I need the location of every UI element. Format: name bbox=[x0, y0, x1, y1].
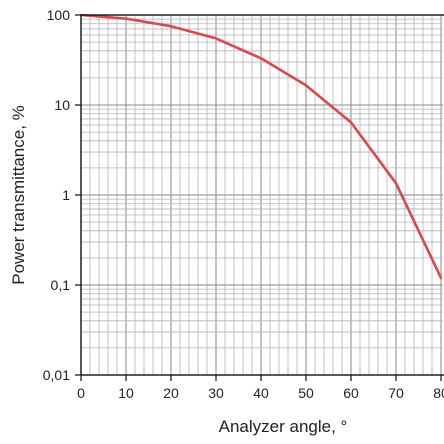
x-tick-label: 80 bbox=[433, 385, 444, 401]
x-tick-label: 10 bbox=[118, 385, 134, 401]
y-tick-label: 10 bbox=[54, 97, 70, 113]
series-line bbox=[79, 13, 443, 280]
x-tick-label: 60 bbox=[343, 385, 359, 401]
grid bbox=[80, 15, 443, 376]
series-group bbox=[79, 13, 443, 280]
y-tick-label: 100 bbox=[47, 7, 71, 23]
y-tick-label: 0,1 bbox=[51, 277, 71, 293]
x-axis-label: Analyzer angle, ° bbox=[219, 417, 348, 436]
y-tick-label: 0,01 bbox=[43, 367, 70, 383]
x-tick-labels: 0 10 20 30 40 50 60 70 80 bbox=[77, 375, 444, 401]
x-tick-label: 70 bbox=[388, 385, 404, 401]
plot-frame bbox=[80, 14, 444, 376]
x-tick-label: 30 bbox=[208, 385, 224, 401]
x-tick-label: 0 bbox=[77, 385, 85, 401]
x-tick-label: 50 bbox=[298, 385, 314, 401]
y-tick-labels: 0,01 0,1 1 10 100 bbox=[43, 7, 81, 383]
y-tick-label: 1 bbox=[62, 187, 70, 203]
y-axis-label: Power transmittance, % bbox=[9, 105, 28, 285]
x-tick-label: 20 bbox=[163, 385, 179, 401]
x-tick-label: 40 bbox=[253, 385, 269, 401]
